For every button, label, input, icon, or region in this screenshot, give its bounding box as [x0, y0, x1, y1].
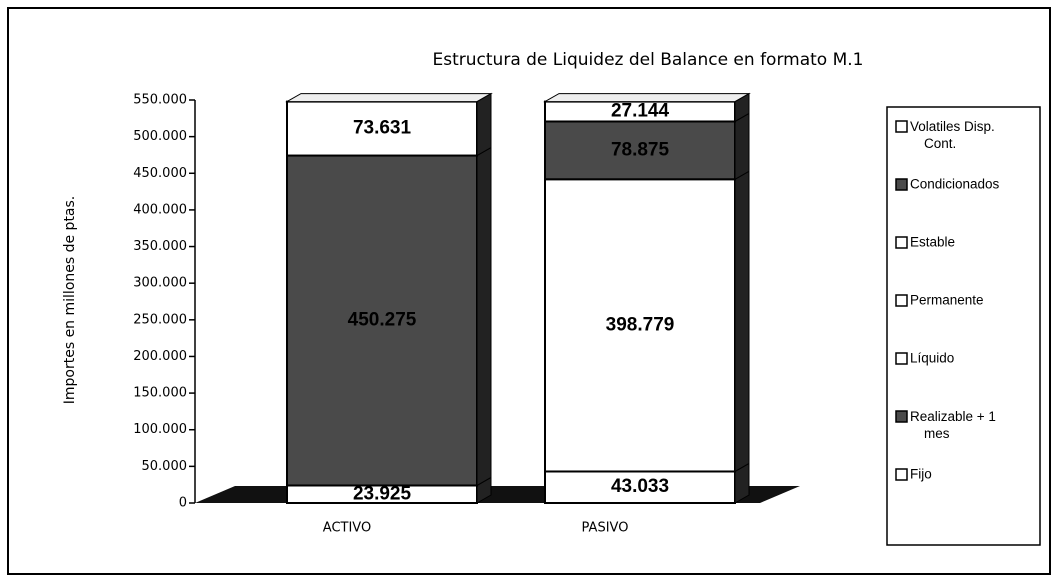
legend-label: Condicionados [910, 177, 1000, 192]
legend-swatch [895, 468, 908, 481]
bar-top [543, 93, 751, 103]
data-label: 450.275 [348, 310, 417, 331]
legend-label: Realizable + 1 mes [910, 409, 996, 441]
x-tick-label: PASIVO [582, 521, 629, 536]
y-axis-label: Importes en millones de ptas. [62, 196, 78, 405]
x-tick-label: ACTIVO [323, 521, 371, 536]
data-label: 23.925 [353, 483, 412, 504]
y-tick-label: 150.000 [133, 386, 187, 401]
bar-segment [286, 154, 478, 487]
legend-swatch [895, 294, 908, 307]
bar-side [476, 92, 492, 157]
y-tick-label: 250.000 [133, 312, 187, 327]
bar-top [285, 93, 493, 103]
y-tick-label: 400.000 [133, 202, 187, 217]
legend-label: Fijo [910, 467, 932, 482]
data-label: 78.875 [611, 139, 670, 160]
y-tick-label: 200.000 [133, 349, 187, 364]
bar-side [734, 112, 750, 181]
bar-side [734, 170, 750, 473]
bar-side [476, 146, 492, 487]
legend-label: Volatiles Disp. Cont. [910, 119, 995, 151]
data-label: 43.033 [611, 476, 669, 497]
legend-label: Permanente [910, 293, 984, 308]
legend-swatch [895, 352, 908, 365]
frame [7, 7, 1051, 575]
y-tick-label: 0 [179, 496, 187, 511]
data-label: 398.779 [606, 314, 675, 335]
bar-segment [544, 120, 736, 181]
y-tick-label: 550.000 [133, 93, 187, 108]
y-tick-label: 350.000 [133, 239, 187, 254]
y-tick-label: 450.000 [133, 166, 187, 181]
data-label: 73.631 [353, 118, 412, 139]
y-tick-label: 50.000 [142, 459, 188, 474]
chart-title: Estructura de Liquidez del Balance en fo… [433, 50, 864, 70]
legend-swatch [895, 236, 908, 249]
y-tick-label: 500.000 [133, 129, 187, 144]
bar-segment [544, 178, 736, 473]
legend-swatch [895, 410, 908, 423]
legend [886, 106, 1041, 546]
y-tick-label: 100.000 [133, 422, 187, 437]
legend-label: Estable [910, 235, 955, 250]
legend-swatch [895, 120, 908, 133]
y-tick-label: 300.000 [133, 276, 187, 291]
legend-swatch [895, 178, 908, 191]
data-label: 27.144 [611, 101, 670, 122]
legend-label: Líquido [910, 351, 954, 366]
